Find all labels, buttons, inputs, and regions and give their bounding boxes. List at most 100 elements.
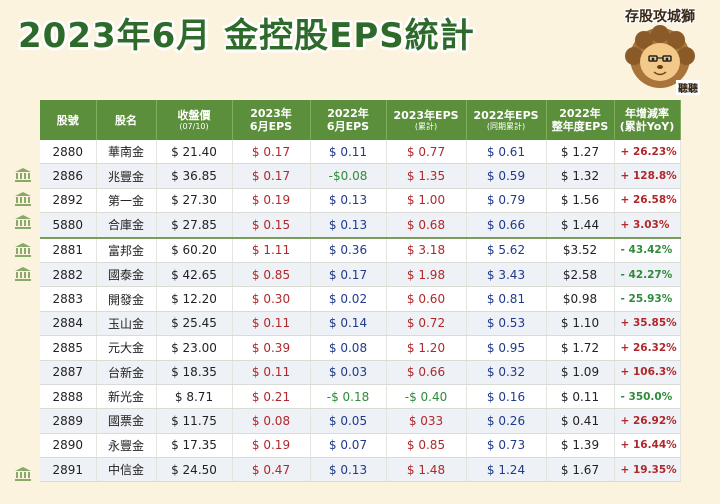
cell-yoy: + 26.23% <box>614 140 681 165</box>
table-row: 2892 第一金 $ 27.30 $ 0.19 $ 0.13 $ 1.00 $ … <box>40 188 681 214</box>
cell-eps22-full: $ 1.72 <box>546 335 615 361</box>
cell-name: 開發金 <box>96 286 157 312</box>
cell-eps22-full: $0.98 <box>546 286 615 312</box>
cell-eps22-jun: -$ 0.18 <box>310 384 387 410</box>
cell-price: $ 36.85 <box>156 163 233 189</box>
cell-eps22-cum: $ 0.32 <box>466 360 547 385</box>
bank-icon <box>14 242 32 258</box>
table-row: 2887 台新金 $ 18.35 $ 0.11 $ 0.03 $ 0.66 $ … <box>40 360 681 385</box>
cell-yoy: + 16.44% <box>614 433 681 459</box>
brand-tag: 聽聽 <box>676 80 700 95</box>
cell-eps22-cum: $ 0.26 <box>466 408 547 434</box>
cell-code: 2890 <box>40 433 97 459</box>
cell-yoy: + 26.58% <box>614 188 681 214</box>
cell-eps22-cum: $ 0.81 <box>466 286 547 312</box>
cell-eps23-cum: $ 3.18 <box>386 237 467 263</box>
cell-eps22-full: $ 1.27 <box>546 140 615 165</box>
cell-name: 富邦金 <box>96 237 157 263</box>
cell-name: 元大金 <box>96 335 157 361</box>
eps-table: 股號 股名 收盤價 (07/10) 2023年 6月EPS 2022年 6月EPS 2… <box>40 100 681 483</box>
cell-name: 華南金 <box>96 140 157 165</box>
bank-icon <box>14 466 32 482</box>
cell-yoy: + 128.8% <box>614 163 681 189</box>
cell-eps23-cum: $ 1.00 <box>386 188 467 214</box>
cell-name: 新光金 <box>96 384 157 410</box>
table-row: 2884 玉山金 $ 25.45 $ 0.11 $ 0.14 $ 0.72 $ … <box>40 311 681 337</box>
cell-code: 2888 <box>40 384 97 410</box>
cell-code: 2886 <box>40 163 97 189</box>
cell-eps22-jun: $ 0.17 <box>310 262 387 288</box>
cell-price: $ 12.20 <box>156 286 233 312</box>
cell-code: 2882 <box>40 262 97 288</box>
cell-eps22-jun: $ 0.13 <box>310 457 387 483</box>
bank-icon <box>14 167 32 183</box>
cell-eps22-cum: $ 0.53 <box>466 311 547 337</box>
header-code[interactable]: 股號 <box>40 100 97 140</box>
cell-eps22-jun: $ 0.08 <box>310 335 387 361</box>
header-yoy[interactable]: 年增減率 (累計YoY) <box>614 100 681 140</box>
cell-code: 2885 <box>40 335 97 361</box>
cell-code: 5880 <box>40 212 97 239</box>
cell-eps22-jun: $ 0.03 <box>310 360 387 385</box>
cell-eps23-jun: $ 0.85 <box>232 262 311 288</box>
cell-eps22-cum: $ 0.95 <box>466 335 547 361</box>
table-row: 2890 永豐金 $ 17.35 $ 0.19 $ 0.07 $ 0.85 $ … <box>40 433 681 459</box>
brand-badge: 存股攻城獅 聽聽 <box>604 6 716 95</box>
cell-eps23-jun: $ 0.17 <box>232 140 311 165</box>
cell-price: $ 60.20 <box>156 237 233 263</box>
table-row: 5880 合庫金 $ 27.85 $ 0.15 $ 0.13 $ 0.68 $ … <box>40 212 681 239</box>
header-eps23-jun[interactable]: 2023年 6月EPS <box>232 100 311 140</box>
header-eps22-jun[interactable]: 2022年 6月EPS <box>310 100 387 140</box>
cell-eps22-cum: $ 5.62 <box>466 237 547 263</box>
header-eps23-cum[interactable]: 2023年EPS (累計) <box>386 100 467 140</box>
cell-eps22-full: $ 1.44 <box>546 212 615 239</box>
header-eps22-cum[interactable]: 2022年EPS (同期累計) <box>466 100 547 140</box>
cell-price: $ 21.40 <box>156 140 233 165</box>
cell-eps23-cum: $ 1.98 <box>386 262 467 288</box>
cell-eps22-jun: $ 0.14 <box>310 311 387 337</box>
cell-eps22-cum: $ 0.61 <box>466 140 547 165</box>
cell-eps23-jun: $ 0.15 <box>232 212 311 239</box>
cell-eps23-cum: $ 1.20 <box>386 335 467 361</box>
cell-eps23-cum: $ 0.60 <box>386 286 467 312</box>
cell-yoy: + 3.03% <box>614 212 681 239</box>
cell-yoy: - 25.93% <box>614 286 681 312</box>
cell-eps22-full: $3.52 <box>546 237 615 263</box>
cell-price: $ 25.45 <box>156 311 233 337</box>
cell-name: 中信金 <box>96 457 157 483</box>
cell-eps22-full: $ 1.39 <box>546 433 615 459</box>
cell-eps23-jun: $ 0.30 <box>232 286 311 312</box>
cell-code: 2883 <box>40 286 97 312</box>
cell-eps23-jun: $ 0.17 <box>232 163 311 189</box>
cell-eps22-full: $ 1.67 <box>546 457 615 483</box>
cell-code: 2881 <box>40 237 97 263</box>
cell-price: $ 17.35 <box>156 433 233 459</box>
bank-icon <box>14 191 32 207</box>
cell-eps22-jun: $ 0.11 <box>310 140 387 165</box>
lion-mascot-icon <box>625 25 695 88</box>
cell-code: 2892 <box>40 188 97 214</box>
cell-eps23-jun: $ 0.47 <box>232 457 311 483</box>
cell-eps23-cum: $ 0.85 <box>386 433 467 459</box>
header-price[interactable]: 收盤價 (07/10) <box>156 100 233 140</box>
cell-code: 2891 <box>40 457 97 483</box>
cell-eps23-jun: $ 1.11 <box>232 237 311 263</box>
cell-eps23-cum: $ 1.48 <box>386 457 467 483</box>
cell-price: $ 27.30 <box>156 188 233 214</box>
cell-eps23-jun: $ 0.08 <box>232 408 311 434</box>
cell-yoy: + 19.35% <box>614 457 681 483</box>
header-name[interactable]: 股名 <box>96 100 157 140</box>
cell-eps23-cum: $ 0.77 <box>386 140 467 165</box>
cell-eps22-cum: $ 0.66 <box>466 212 547 239</box>
table-row: 2886 兆豐金 $ 36.85 $ 0.17 -$0.08 $ 1.35 $ … <box>40 163 681 189</box>
cell-eps22-jun: $ 0.13 <box>310 212 387 239</box>
cell-eps22-jun: $ 0.36 <box>310 237 387 263</box>
cell-eps23-jun: $ 0.19 <box>232 188 311 214</box>
cell-yoy: + 106.3% <box>614 360 681 385</box>
cell-eps22-jun: $ 0.07 <box>310 433 387 459</box>
cell-eps22-jun: $ 0.13 <box>310 188 387 214</box>
eps-table-container: 股號 股名 收盤價 (07/10) 2023年 6月EPS 2022年 6月EPS 2… <box>40 100 681 483</box>
cell-eps22-cum: $ 1.24 <box>466 457 547 483</box>
header-eps22-full[interactable]: 2022年 整年度EPS <box>546 100 615 140</box>
cell-code: 2889 <box>40 408 97 434</box>
